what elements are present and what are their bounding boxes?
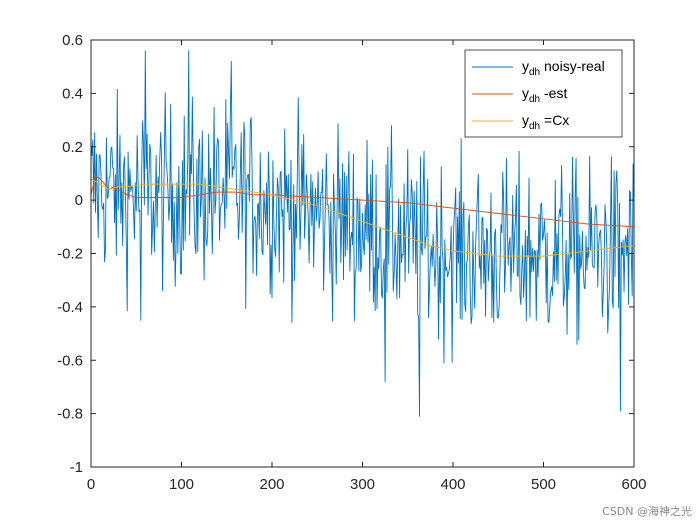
y-tick-label: 0 xyxy=(75,192,83,209)
watermark: CSDN @海神之光 xyxy=(602,505,692,518)
y-tick-label: -0.8 xyxy=(57,406,83,423)
y-tick-label: -1 xyxy=(70,459,83,476)
y-tick-label: -0.2 xyxy=(57,246,83,263)
series-line-noisy-real xyxy=(90,50,635,417)
y-tick-label: 0.6 xyxy=(62,32,83,49)
x-tick-label: 600 xyxy=(621,476,646,493)
legend-label-noisy-real: ydh noisy-real xyxy=(522,58,605,78)
x-tick-label: 500 xyxy=(531,476,556,493)
x-tick-label: 300 xyxy=(350,476,375,493)
legend-label-cx: ydh =Cx xyxy=(522,112,569,132)
y-tick-label: -0.6 xyxy=(57,352,83,369)
series-layer xyxy=(90,50,635,417)
y-tick-label: -0.4 xyxy=(57,299,83,316)
x-tick-label: 0 xyxy=(87,476,95,493)
series-line-cx xyxy=(90,178,635,257)
y-tick-label: 0.2 xyxy=(62,139,83,156)
tick-layer: 0 100 200 300 400 500 600 -1 -0.8 -0.6 -0.4 -0.2 0 0.… xyxy=(57,32,646,493)
legend-label-est: ydh -est xyxy=(522,85,567,105)
y-tick-label: 0.4 xyxy=(62,85,83,102)
x-tick-label: 400 xyxy=(440,476,465,493)
legend: ydh noisy-real ydh -est ydh =Cx xyxy=(464,49,623,138)
x-tick-label: 100 xyxy=(169,476,194,493)
x-tick-label: 200 xyxy=(259,476,284,493)
